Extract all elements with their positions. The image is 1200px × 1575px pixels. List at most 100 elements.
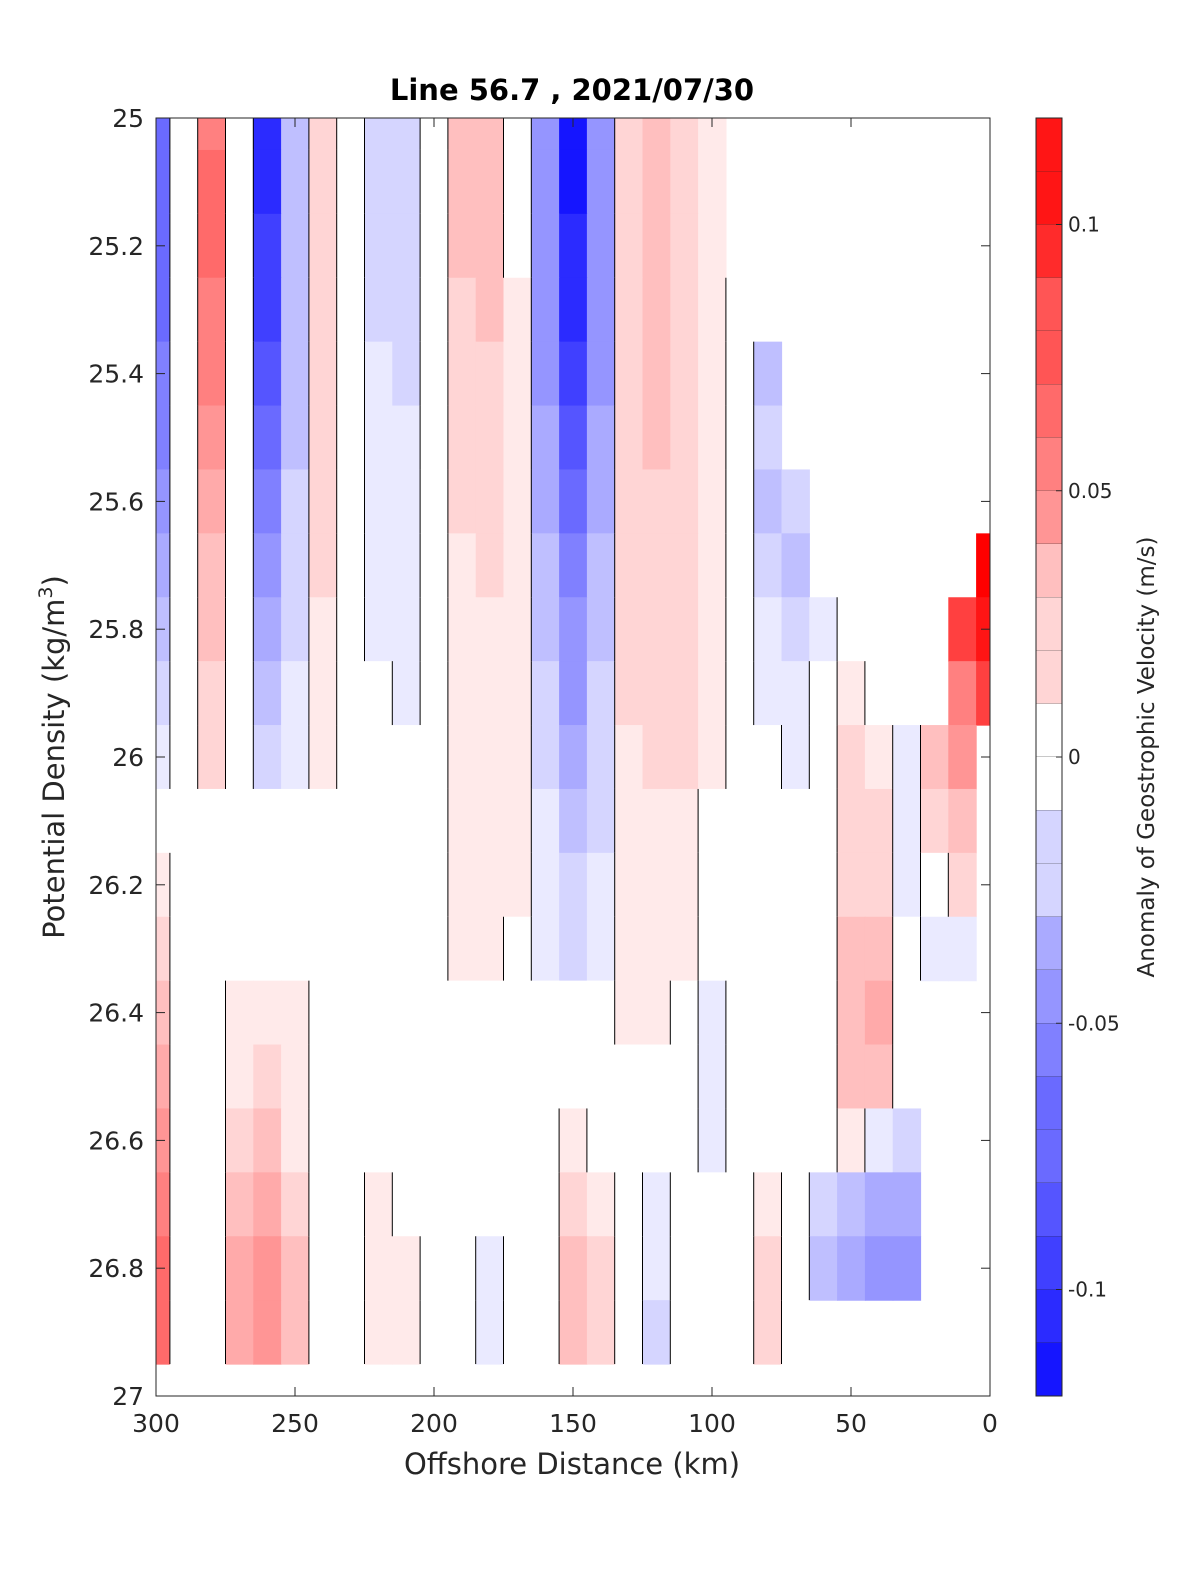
y-tick-label: 27 <box>112 1382 144 1411</box>
heatmap-cell <box>670 213 699 279</box>
heatmap-cell <box>725 405 755 471</box>
heatmap-cell <box>586 1172 616 1237</box>
heatmap-cell <box>420 1108 449 1173</box>
heatmap-cell <box>559 980 588 1046</box>
heatmap-cell <box>281 597 310 662</box>
heatmap-cell <box>156 916 171 982</box>
heatmap-cell <box>642 1044 671 1110</box>
heatmap-cell <box>503 1044 532 1110</box>
heatmap-cell <box>197 1044 227 1110</box>
heatmap-cell <box>642 533 671 598</box>
heatmap-cell <box>503 118 532 151</box>
heatmap-cell <box>169 1108 199 1173</box>
heatmap-cell <box>864 1044 894 1110</box>
heatmap-cell <box>392 277 421 343</box>
heatmap-cell <box>336 661 366 726</box>
heatmap-cell <box>503 1236 532 1301</box>
heatmap-cell <box>392 1108 421 1173</box>
heatmap-cell <box>225 405 254 471</box>
heatmap-cell <box>670 149 699 215</box>
heatmap-cell <box>447 1108 477 1173</box>
colorbar-band <box>1036 1342 1062 1397</box>
heatmap-cell <box>225 916 254 982</box>
heatmap-cell <box>781 725 810 790</box>
heatmap-cell <box>837 980 866 1046</box>
heatmap-cell <box>864 1108 894 1173</box>
colorbar-band <box>1036 1076 1062 1131</box>
heatmap-cell <box>503 597 532 662</box>
heatmap-cell <box>892 1236 922 1301</box>
heatmap-cell <box>753 341 783 407</box>
heatmap-cell <box>503 725 532 790</box>
heatmap-cell <box>864 916 894 982</box>
heatmap-cell <box>364 1044 393 1110</box>
heatmap-cell <box>642 1300 671 1365</box>
colorbar-band <box>1036 970 1062 1024</box>
heatmap-cell <box>948 916 977 982</box>
heatmap-cell <box>308 1300 338 1365</box>
heatmap-cell <box>586 118 616 151</box>
heatmap-cell <box>698 1108 727 1173</box>
x-axis: 300 250 200 150 100 50 0 <box>132 118 998 1438</box>
heatmap-cell <box>809 1108 838 1173</box>
heatmap-cell <box>197 149 227 215</box>
heatmap-cell <box>837 1044 866 1110</box>
heatmap-cell <box>169 597 199 662</box>
heatmap-cell <box>308 852 338 918</box>
heatmap-cell <box>864 852 894 918</box>
heatmap-cell <box>698 1300 727 1365</box>
heatmap-cell <box>642 1108 671 1173</box>
heatmap-cell <box>364 597 393 662</box>
heatmap-cell <box>420 341 449 407</box>
heatmap-cell <box>642 725 671 790</box>
heatmap-cell <box>642 149 671 215</box>
heatmap-cell <box>781 1044 810 1110</box>
heatmap-cell <box>225 1108 254 1173</box>
heatmap-cell <box>447 980 477 1046</box>
heatmap-cell <box>253 118 282 151</box>
y-tick-label: 26 <box>112 743 144 772</box>
heatmap-cell <box>197 213 227 279</box>
heatmap-cell <box>169 1236 199 1301</box>
heatmap-cell <box>253 405 282 471</box>
heatmap-cell <box>447 277 477 343</box>
heatmap-cell <box>225 118 254 151</box>
heatmap-cell <box>586 405 616 471</box>
heatmap-cell <box>614 852 644 918</box>
heatmap-cell <box>253 1108 282 1173</box>
heatmap-cell <box>447 725 477 790</box>
heatmap-cell <box>253 661 282 726</box>
heatmap-cell <box>281 725 310 790</box>
heatmap-cell <box>559 1172 588 1237</box>
heatmap-cell <box>503 469 532 534</box>
heatmap-cell <box>753 533 783 598</box>
heatmap-cell <box>197 533 227 598</box>
heatmap-cell <box>559 149 588 215</box>
heatmap-cell <box>336 1172 366 1237</box>
heatmap-cell <box>753 597 783 662</box>
heatmap-cell <box>336 1044 366 1110</box>
heatmap-cell <box>503 788 532 854</box>
heatmap-cell <box>475 1044 505 1110</box>
heatmap-cell <box>197 118 227 151</box>
y-tick-label: 25.6 <box>88 487 144 516</box>
heatmap-cell <box>976 661 990 726</box>
heatmap-cell <box>531 661 560 726</box>
heatmap-cell <box>392 661 421 726</box>
heatmap-cell <box>698 213 727 279</box>
heatmap-cell <box>586 213 616 279</box>
heatmap-cell <box>559 1236 588 1301</box>
heatmap-cell <box>475 1300 505 1365</box>
heatmap-cell <box>281 661 310 726</box>
heatmap-cell <box>392 149 421 215</box>
heatmap-cell <box>753 405 783 471</box>
heatmap-cell <box>531 852 560 918</box>
heatmap-cell <box>392 405 421 471</box>
heatmap-cell <box>725 533 755 598</box>
heatmap-cell <box>475 149 505 215</box>
heatmap-cell <box>169 788 199 854</box>
heatmap-cell <box>698 469 727 534</box>
heatmap-cell <box>837 1236 866 1301</box>
heatmap-cell <box>559 597 588 662</box>
heatmap-cell <box>725 1236 755 1301</box>
